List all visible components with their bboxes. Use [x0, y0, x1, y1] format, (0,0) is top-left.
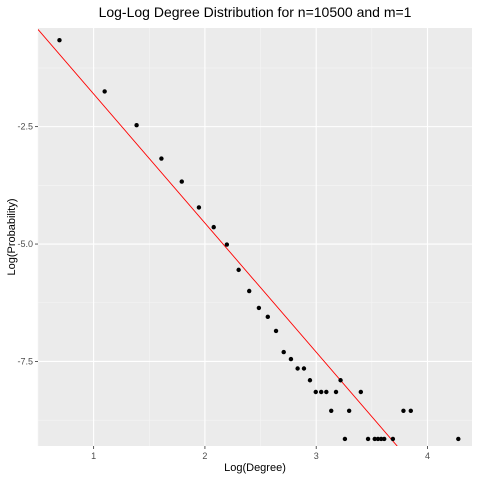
- data-point: [265, 314, 270, 320]
- y-tick-label: -7.5: [17, 356, 33, 366]
- data-point: [307, 378, 313, 383]
- data-point: [159, 156, 164, 161]
- major-gridlines: [38, 28, 472, 446]
- data-point: [281, 349, 286, 355]
- data-point: [401, 408, 406, 413]
- data-point: [375, 436, 381, 442]
- plot-panel: [38, 28, 472, 446]
- data-points: [57, 38, 461, 442]
- y-tick-label: -2.5: [17, 122, 33, 132]
- data-point: [390, 436, 396, 442]
- x-axis-title: Log(Degree): [224, 462, 286, 474]
- data-point: [134, 123, 139, 128]
- y-axis-title: Log(Probability): [6, 198, 18, 275]
- data-point: [372, 436, 377, 442]
- data-point: [324, 389, 329, 395]
- data-point: [288, 356, 294, 362]
- regression-fit-line: [38, 29, 398, 446]
- x-axis-ticks: 1 2 3 4: [91, 446, 430, 461]
- x-tick-label: 3: [314, 451, 319, 461]
- y-axis-ticks: -2.5 -5.0 -7.5: [17, 122, 38, 366]
- data-point: [224, 242, 230, 247]
- data-point: [365, 436, 371, 442]
- data-point: [313, 389, 318, 395]
- y-tick-label: -5.0: [17, 239, 33, 249]
- data-point: [346, 408, 352, 413]
- data-point: [358, 389, 364, 395]
- data-point: [338, 378, 343, 383]
- data-point: [236, 267, 241, 273]
- data-point: [273, 328, 279, 334]
- data-point: [301, 366, 307, 371]
- data-point: [408, 408, 413, 413]
- data-point: [456, 436, 461, 442]
- data-point: [247, 288, 252, 294]
- data-point: [211, 224, 216, 230]
- data-point: [342, 436, 348, 442]
- x-tick-label: 2: [202, 451, 207, 461]
- data-point: [319, 389, 324, 395]
- data-point: [329, 408, 334, 413]
- data-point: [381, 436, 387, 442]
- data-point: [179, 179, 184, 184]
- data-point: [295, 366, 300, 371]
- data-point: [333, 389, 339, 395]
- data-point: [256, 305, 262, 311]
- data-point: [196, 205, 202, 210]
- x-tick-label: 1: [91, 451, 96, 461]
- data-point: [57, 38, 62, 43]
- x-tick-label: 4: [425, 451, 430, 461]
- data-point: [102, 89, 107, 94]
- minor-gridlines: [37, 28, 472, 446]
- chart-title: Log-Log Degree Distribution for n=10500 …: [99, 4, 412, 20]
